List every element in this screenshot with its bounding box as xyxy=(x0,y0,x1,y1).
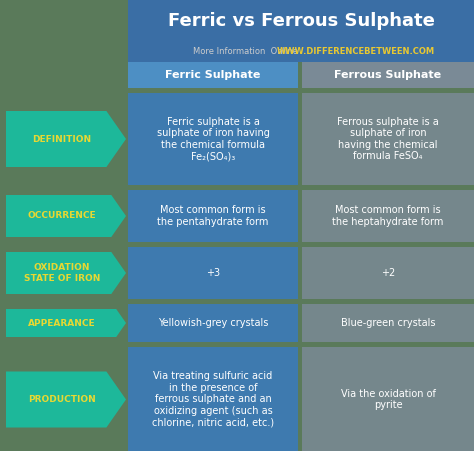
Text: WWW.DIFFERENCEBETWEEN.COM: WWW.DIFFERENCEBETWEEN.COM xyxy=(277,47,435,56)
Bar xyxy=(128,190,298,242)
Bar xyxy=(128,247,298,299)
Text: +3: +3 xyxy=(206,268,220,278)
Text: Most common form is
the pentahydrate form: Most common form is the pentahydrate for… xyxy=(157,205,269,227)
Text: Most common form is
the heptahydrate form: Most common form is the heptahydrate for… xyxy=(332,205,444,227)
Text: APPEARANCE: APPEARANCE xyxy=(28,318,96,327)
Bar xyxy=(128,62,298,88)
Text: Ferrous Sulphate: Ferrous Sulphate xyxy=(335,70,442,80)
Text: OXIDATION
STATE OF IRON: OXIDATION STATE OF IRON xyxy=(24,263,100,283)
Bar xyxy=(128,347,298,451)
Bar xyxy=(128,0,474,42)
Text: Ferric vs Ferrous Sulphate: Ferric vs Ferrous Sulphate xyxy=(168,12,435,30)
Text: Ferric Sulphate: Ferric Sulphate xyxy=(165,70,261,80)
Text: Ferrous sulphate is a
sulphate of iron
having the chemical
formula FeSO₄: Ferrous sulphate is a sulphate of iron h… xyxy=(337,117,439,161)
Text: Blue-green crystals: Blue-green crystals xyxy=(341,318,435,328)
Text: DEFINITION: DEFINITION xyxy=(32,134,91,143)
Bar xyxy=(302,62,474,88)
Text: Via the oxidation of
pyrite: Via the oxidation of pyrite xyxy=(340,389,436,410)
Polygon shape xyxy=(6,195,126,237)
Bar xyxy=(302,93,474,185)
Bar xyxy=(128,304,298,342)
Bar xyxy=(302,247,474,299)
Text: PRODUCTION: PRODUCTION xyxy=(28,395,96,404)
Bar xyxy=(128,93,298,185)
Text: +2: +2 xyxy=(381,268,395,278)
Bar xyxy=(302,190,474,242)
Polygon shape xyxy=(6,372,126,428)
Bar xyxy=(302,347,474,451)
Text: Yellowish-grey crystals: Yellowish-grey crystals xyxy=(158,318,268,328)
Text: More Information  Online: More Information Online xyxy=(193,47,299,56)
Bar xyxy=(302,304,474,342)
Text: Ferric sulphate is a
sulphate of iron having
the chemical formula
Fe₂(SO₄)₃: Ferric sulphate is a sulphate of iron ha… xyxy=(156,117,269,161)
Text: Via treating sulfuric acid
in the presence of
ferrous sulphate and an
oxidizing : Via treating sulfuric acid in the presen… xyxy=(152,371,274,428)
Polygon shape xyxy=(6,309,126,337)
Polygon shape xyxy=(6,252,126,294)
Polygon shape xyxy=(6,111,126,167)
Bar xyxy=(128,42,474,62)
Text: OCCURRENCE: OCCURRENCE xyxy=(27,212,96,221)
